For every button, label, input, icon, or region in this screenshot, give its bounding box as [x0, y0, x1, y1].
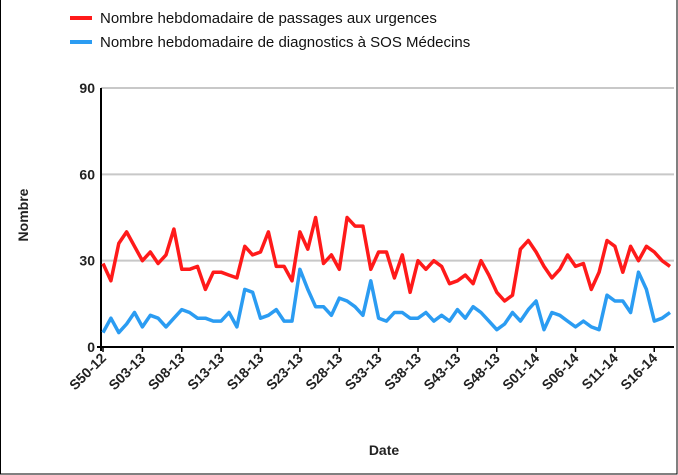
legend-label: Nombre hebdomadaire de passages aux urge…	[100, 10, 437, 27]
x-tick-label: S50-12	[66, 350, 109, 393]
x-tick-label: S13-13	[184, 350, 227, 393]
x-tick-label: S06-14	[538, 350, 581, 393]
x-tick-label: S43-13	[420, 350, 463, 393]
legend-label: Nombre hebdomadaire de diagnostics à SOS…	[100, 34, 470, 51]
x-tick-label: S33-13	[342, 350, 385, 393]
y-tick-label: 90	[79, 80, 95, 96]
x-axis-label: Date	[369, 442, 400, 458]
x-tick-label: S03-13	[105, 350, 148, 393]
y-tick-label: 60	[79, 166, 95, 182]
x-tick-label: S11-14	[578, 350, 621, 393]
x-tick-label: S38-13	[381, 350, 424, 393]
x-tick-label: S23-13	[263, 350, 306, 393]
x-tick-label: S08-13	[145, 350, 188, 393]
x-tick-label: S18-13	[223, 350, 266, 393]
y-tick-label: 0	[87, 339, 95, 355]
x-tick-label: S01-14	[499, 350, 542, 393]
y-tick-label: 30	[79, 253, 95, 269]
x-tick-label: S16-14	[617, 350, 660, 393]
line-series	[101, 267, 672, 335]
line-series	[101, 215, 672, 303]
x-tick-label: S48-13	[460, 350, 503, 393]
x-tick-label: S28-13	[302, 350, 345, 393]
y-axis-label: Nombre	[15, 188, 31, 241]
